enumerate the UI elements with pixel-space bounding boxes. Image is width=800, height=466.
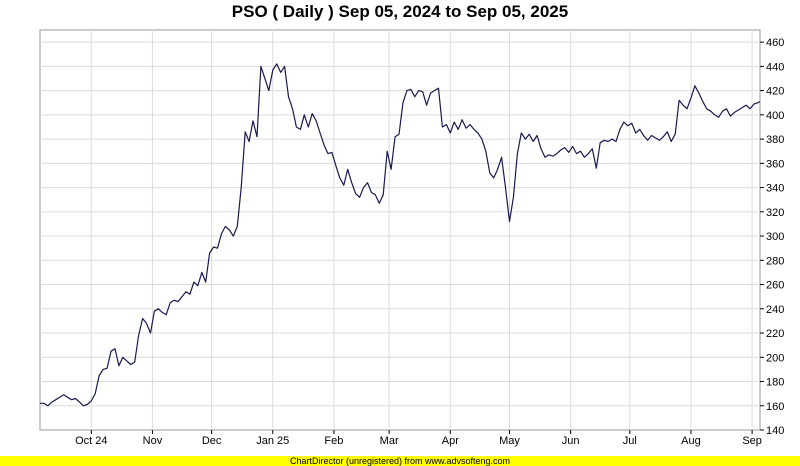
price-line: [40, 63, 761, 407]
y-tick-label: 200: [766, 352, 784, 364]
x-tick-label: Mar: [380, 435, 399, 447]
y-tick-label: 400: [766, 110, 784, 122]
x-tick-label: Feb: [324, 435, 343, 447]
x-tick-label: Jun: [562, 435, 580, 447]
x-tick-label: Aug: [681, 435, 701, 447]
x-tick-label: Sep: [742, 435, 762, 447]
footer-banner: ChartDirector (unregistered) from www.ad…: [0, 456, 800, 466]
y-tick-label: 300: [766, 231, 784, 243]
y-tick-label: 240: [766, 304, 784, 316]
y-tick-label: 280: [766, 255, 784, 267]
x-tick-label: Jan 25: [256, 435, 289, 447]
y-tick-label: 420: [766, 86, 784, 98]
grid-lines: [40, 30, 760, 430]
y-tick-label: 380: [766, 134, 784, 146]
y-tick-label: 360: [766, 158, 784, 170]
x-tick-label: Dec: [202, 435, 222, 447]
y-tick-label: 220: [766, 328, 784, 340]
plot-area: [39, 29, 761, 431]
y-axis: 140 160 180 200 220 240 260 280 300 320 340 360 380 4…: [760, 37, 784, 437]
x-tick-label: Nov: [143, 435, 163, 447]
y-tick-label: 440: [766, 61, 784, 73]
y-tick-label: 460: [766, 37, 784, 49]
x-tick-label: Apr: [442, 435, 459, 447]
x-axis: Oct 24 Nov Dec Jan 25 Feb Mar Apr May Jun Jul Aug S…: [75, 430, 762, 447]
y-tick-label: 260: [766, 280, 784, 292]
y-tick-label: 340: [766, 183, 784, 195]
x-tick-label: Oct 24: [75, 435, 107, 447]
series-layer: [40, 63, 761, 407]
x-tick-label: Jul: [623, 435, 637, 447]
price-chart: 140 160 180 200 220 240 260 280 300 320 340 360 380 4…: [39, 29, 784, 447]
chart-title: PSO ( Daily ) Sep 05, 2024 to Sep 05, 20…: [231, 2, 569, 21]
y-tick-label: 180: [766, 377, 784, 389]
y-tick-label: 160: [766, 401, 784, 413]
x-tick-label: May: [499, 435, 520, 447]
y-tick-label: 140: [766, 425, 784, 437]
y-tick-label: 320: [766, 207, 784, 219]
